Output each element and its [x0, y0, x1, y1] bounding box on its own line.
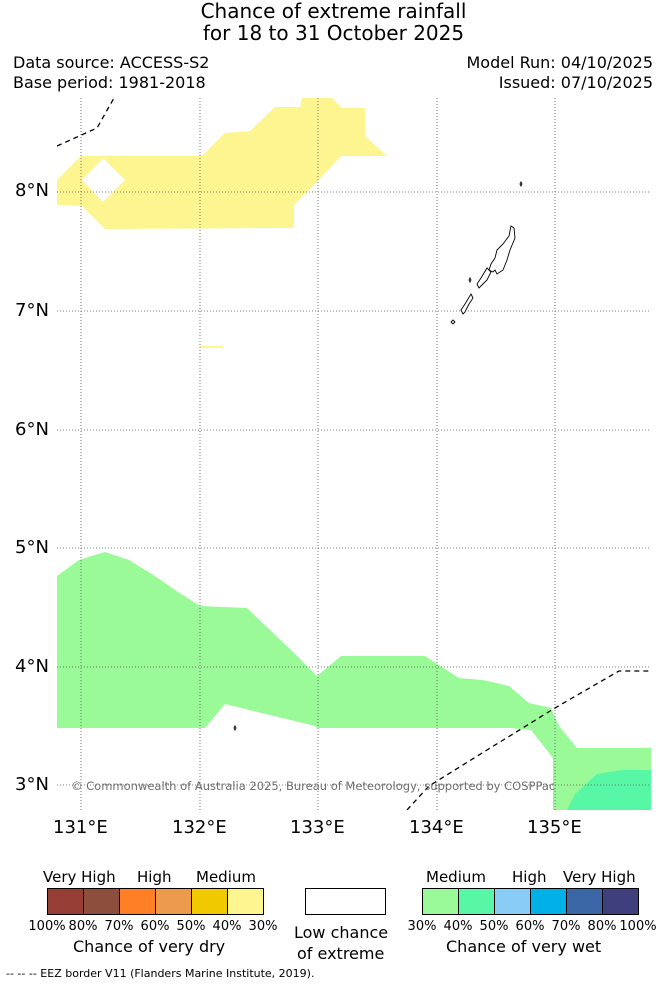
- dry-tick: 40%: [212, 919, 242, 934]
- wet-group-very-high: Very High: [563, 868, 636, 886]
- lat-label-5n: 5°N: [15, 537, 49, 558]
- wet-tick: 100%: [619, 919, 657, 934]
- wet-swatch: [495, 889, 531, 914]
- very-dry-medium-sliver: [200, 346, 223, 348]
- neutral-colorbar: [305, 888, 386, 915]
- map-panel: © Commonwealth of Australia 2025, Bureau…: [57, 98, 651, 810]
- neutral-swatch: [306, 889, 385, 914]
- lat-label-6n: 6°N: [15, 419, 49, 440]
- title-line-2: for 18 to 31 October 2025: [202, 21, 465, 45]
- title-line-1: Chance of extreme rainfall: [200, 0, 467, 23]
- lat-label-7n: 7°N: [15, 300, 49, 321]
- map-canvas: © Commonwealth of Australia 2025, Bureau…: [57, 98, 651, 810]
- dry-swatch: [84, 889, 120, 914]
- lat-label-3n: 3°N: [15, 774, 49, 795]
- eez-border: [57, 98, 651, 810]
- wet-caption: Chance of very wet: [446, 937, 602, 956]
- lat-label-8n: 8°N: [15, 180, 49, 201]
- lon-label-132e: 132°E: [172, 817, 227, 838]
- lat-label-4n: 4°N: [15, 656, 49, 677]
- dry-swatch: [192, 889, 228, 914]
- wet-colorbar: [422, 888, 639, 915]
- dry-group-medium: Medium: [196, 868, 256, 886]
- neutral-caption-2: of extreme: [297, 944, 385, 963]
- very-wet-40-region: [567, 770, 651, 810]
- eez-note: -- -- -- EEZ border V11 (Flanders Marine…: [6, 967, 315, 980]
- model-run: Model Run: 04/10/2025: [466, 53, 654, 72]
- wet-tick: 80%: [587, 919, 617, 934]
- dry-group-high: High: [137, 868, 172, 886]
- lon-label-133e: 133°E: [290, 817, 345, 838]
- very-wet-medium-region: [57, 552, 651, 810]
- wet-tick: 30%: [407, 919, 437, 934]
- base-period: Base period: 1981-2018: [13, 73, 206, 92]
- dry-tick: 50%: [176, 919, 206, 934]
- wet-swatch: [531, 889, 567, 914]
- issued-date: Issued: 07/10/2025: [498, 73, 653, 92]
- wet-tick: 70%: [551, 919, 581, 934]
- wet-group-high: High: [512, 868, 547, 886]
- neutral-caption-1: Low chance: [294, 923, 389, 942]
- dry-tick: 60%: [140, 919, 170, 934]
- dry-group-very-high: Very High: [43, 868, 116, 886]
- wet-swatch: [603, 889, 638, 914]
- lon-label-134e: 134°E: [409, 817, 464, 838]
- dry-caption: Chance of very dry: [73, 937, 226, 956]
- wet-tick: 60%: [515, 919, 545, 934]
- wet-tick: 50%: [479, 919, 509, 934]
- very-dry-medium-region: [57, 98, 387, 229]
- copyright-text: © Commonwealth of Australia 2025, Bureau…: [71, 779, 555, 793]
- lon-label-131e: 131°E: [53, 817, 108, 838]
- dry-swatch: [156, 889, 192, 914]
- wet-tick: 40%: [443, 919, 473, 934]
- dry-swatch: [120, 889, 156, 914]
- dry-colorbar: [47, 888, 264, 915]
- dry-tick: 30%: [248, 919, 278, 934]
- wet-group-medium: Medium: [426, 868, 486, 886]
- lon-label-135e: 135°E: [527, 817, 582, 838]
- dry-tick: 100%: [28, 919, 66, 934]
- wet-swatch: [567, 889, 603, 914]
- dry-tick: 80%: [68, 919, 98, 934]
- dry-swatch: [228, 889, 263, 914]
- data-source: Data source: ACCESS-S2: [13, 53, 210, 72]
- wet-swatch: [459, 889, 495, 914]
- wet-swatch: [423, 889, 459, 914]
- dry-swatch: [48, 889, 84, 914]
- dry-tick: 70%: [104, 919, 134, 934]
- palau-coastline: [233, 180, 523, 732]
- gridlines: [57, 98, 651, 810]
